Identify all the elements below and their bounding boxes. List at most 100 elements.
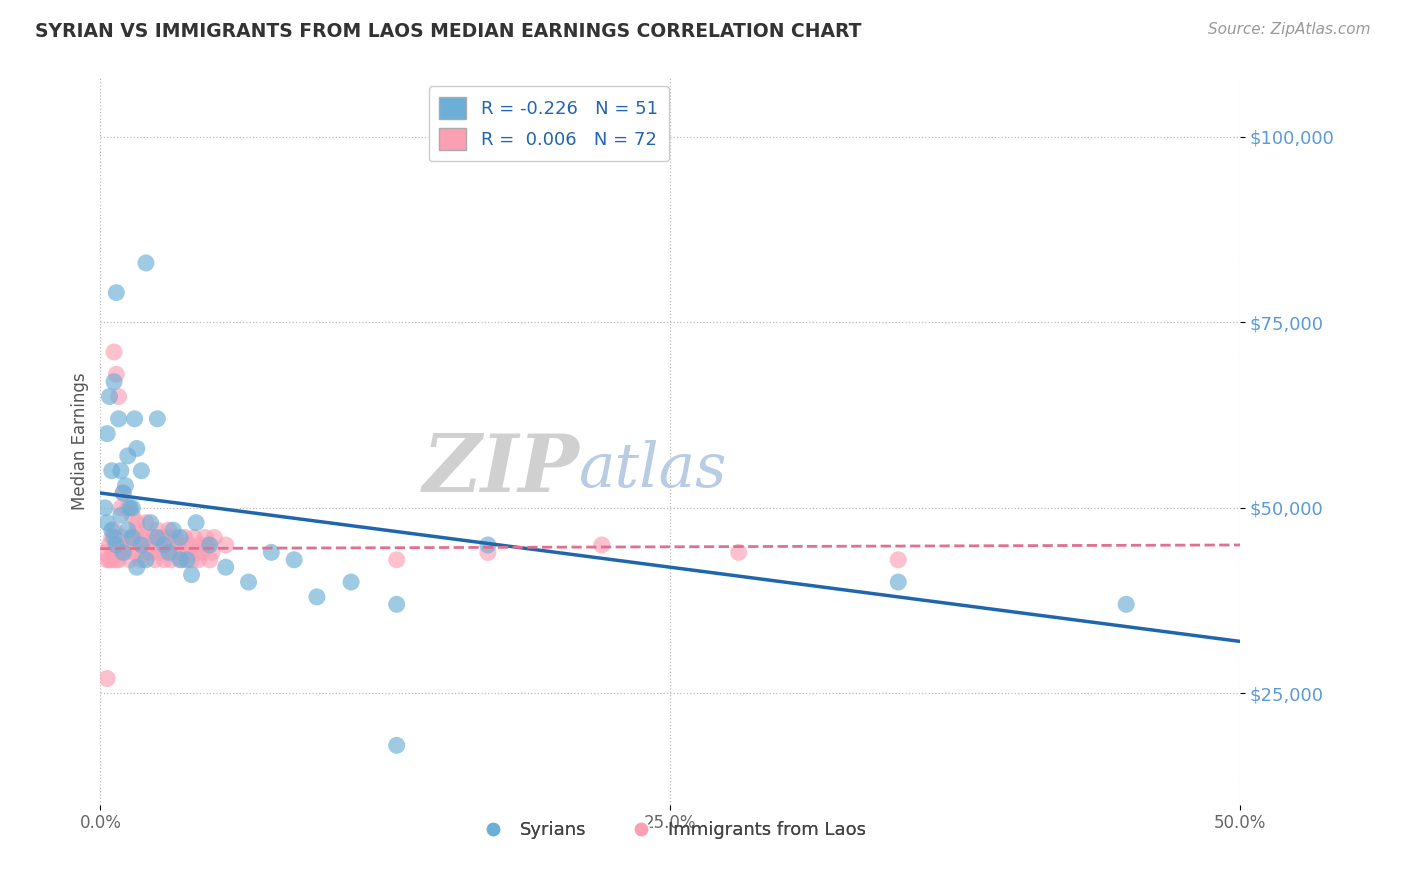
Point	[727, 545, 749, 559]
Point	[139, 516, 162, 530]
Point	[136, 538, 159, 552]
Point	[96, 516, 118, 530]
Point	[194, 531, 217, 545]
Point	[103, 531, 125, 545]
Point	[112, 486, 135, 500]
Point	[153, 553, 176, 567]
Point	[149, 545, 172, 559]
Point	[135, 531, 157, 545]
Point	[107, 545, 129, 559]
Point	[107, 412, 129, 426]
Point	[162, 523, 184, 537]
Point	[162, 545, 184, 559]
Legend: Syrians, Immigrants from Laos: Syrians, Immigrants from Laos	[468, 814, 873, 847]
Point	[117, 449, 139, 463]
Text: Source: ZipAtlas.com: Source: ZipAtlas.com	[1208, 22, 1371, 37]
Point	[117, 500, 139, 515]
Point	[1115, 597, 1137, 611]
Point	[146, 523, 169, 537]
Point	[125, 442, 148, 456]
Point	[98, 390, 121, 404]
Point	[100, 523, 122, 537]
Point	[198, 553, 221, 567]
Point	[197, 538, 219, 552]
Point	[131, 531, 153, 545]
Point	[591, 538, 613, 552]
Point	[283, 553, 305, 567]
Point	[96, 426, 118, 441]
Point	[103, 345, 125, 359]
Point	[173, 531, 195, 545]
Point	[176, 545, 198, 559]
Point	[100, 553, 122, 567]
Point	[143, 553, 166, 567]
Point	[190, 538, 212, 552]
Point	[157, 531, 180, 545]
Point	[172, 553, 194, 567]
Point	[184, 516, 207, 530]
Point	[150, 531, 173, 545]
Point	[103, 545, 125, 559]
Point	[146, 531, 169, 545]
Point	[180, 567, 202, 582]
Point	[169, 545, 191, 559]
Point	[202, 531, 225, 545]
Point	[121, 508, 143, 523]
Point	[198, 538, 221, 552]
Point	[155, 538, 177, 552]
Point	[103, 375, 125, 389]
Y-axis label: Median Earnings: Median Earnings	[72, 372, 89, 510]
Point	[94, 500, 117, 515]
Point	[477, 545, 499, 559]
Point	[187, 553, 209, 567]
Point	[238, 575, 260, 590]
Point	[105, 538, 128, 552]
Point	[184, 545, 207, 559]
Point	[110, 464, 132, 478]
Point	[169, 553, 191, 567]
Point	[157, 545, 180, 559]
Point	[107, 390, 129, 404]
Point	[94, 545, 117, 559]
Point	[125, 516, 148, 530]
Point	[124, 545, 146, 559]
Point	[103, 523, 125, 537]
Point	[180, 553, 202, 567]
Point	[118, 553, 141, 567]
Point	[124, 412, 146, 426]
Point	[131, 538, 153, 552]
Point	[98, 538, 121, 552]
Point	[125, 523, 148, 537]
Point	[305, 590, 328, 604]
Point	[114, 545, 136, 559]
Point	[146, 538, 169, 552]
Point	[201, 545, 224, 559]
Point	[887, 575, 910, 590]
Point	[121, 531, 143, 545]
Point	[110, 508, 132, 523]
Point	[98, 553, 121, 567]
Point	[887, 553, 910, 567]
Point	[125, 560, 148, 574]
Text: ZIP: ZIP	[422, 432, 579, 509]
Point	[176, 553, 198, 567]
Point	[340, 575, 363, 590]
Point	[105, 285, 128, 300]
Point	[128, 538, 150, 552]
Point	[385, 597, 408, 611]
Point	[169, 531, 191, 545]
Point	[112, 545, 135, 559]
Point	[215, 560, 238, 574]
Point	[135, 256, 157, 270]
Point	[179, 538, 201, 552]
Point	[110, 538, 132, 552]
Point	[146, 412, 169, 426]
Point	[132, 545, 155, 559]
Point	[118, 500, 141, 515]
Point	[260, 545, 283, 559]
Point	[117, 538, 139, 552]
Point	[142, 531, 165, 545]
Point	[139, 545, 162, 559]
Point	[131, 553, 153, 567]
Text: SYRIAN VS IMMIGRANTS FROM LAOS MEDIAN EARNINGS CORRELATION CHART: SYRIAN VS IMMIGRANTS FROM LAOS MEDIAN EA…	[35, 22, 862, 41]
